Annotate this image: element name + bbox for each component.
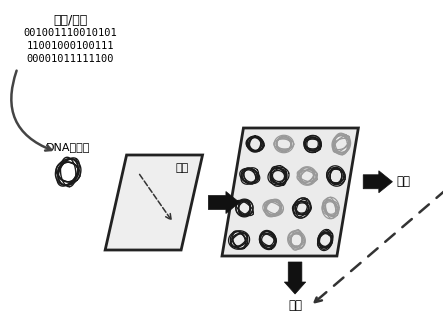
Polygon shape <box>284 262 306 294</box>
Polygon shape <box>363 171 392 193</box>
Polygon shape <box>208 191 240 214</box>
Text: 00001011111100: 00001011111100 <box>27 54 114 64</box>
Text: 11001000100111: 11001000100111 <box>27 41 114 51</box>
Polygon shape <box>105 155 202 250</box>
Text: DNA纳米球: DNA纳米球 <box>46 142 90 152</box>
Text: 数据/信息: 数据/信息 <box>53 14 87 27</box>
Text: 阵列: 阵列 <box>176 163 189 173</box>
Text: 存储: 存储 <box>396 175 410 188</box>
Text: 001001110010101: 001001110010101 <box>23 28 117 38</box>
Text: 测序: 测序 <box>288 299 302 312</box>
Polygon shape <box>222 128 358 256</box>
